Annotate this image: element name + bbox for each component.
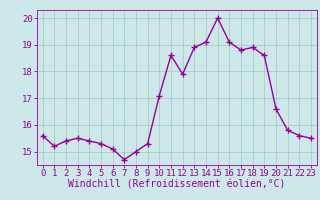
X-axis label: Windchill (Refroidissement éolien,°C): Windchill (Refroidissement éolien,°C) <box>68 180 285 190</box>
